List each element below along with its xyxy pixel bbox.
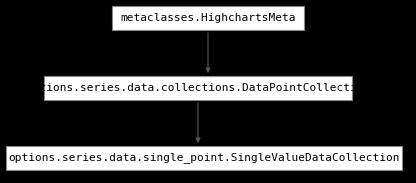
- Text: options.series.data.single_point.SingleValueDataCollection: options.series.data.single_point.SingleV…: [8, 153, 400, 163]
- FancyBboxPatch shape: [44, 76, 352, 100]
- Text: options.series.data.collections.DataPointCollection: options.series.data.collections.DataPoin…: [26, 83, 370, 93]
- FancyBboxPatch shape: [112, 6, 304, 30]
- FancyBboxPatch shape: [6, 146, 402, 170]
- Text: metaclasses.HighchartsMeta: metaclasses.HighchartsMeta: [120, 13, 296, 23]
